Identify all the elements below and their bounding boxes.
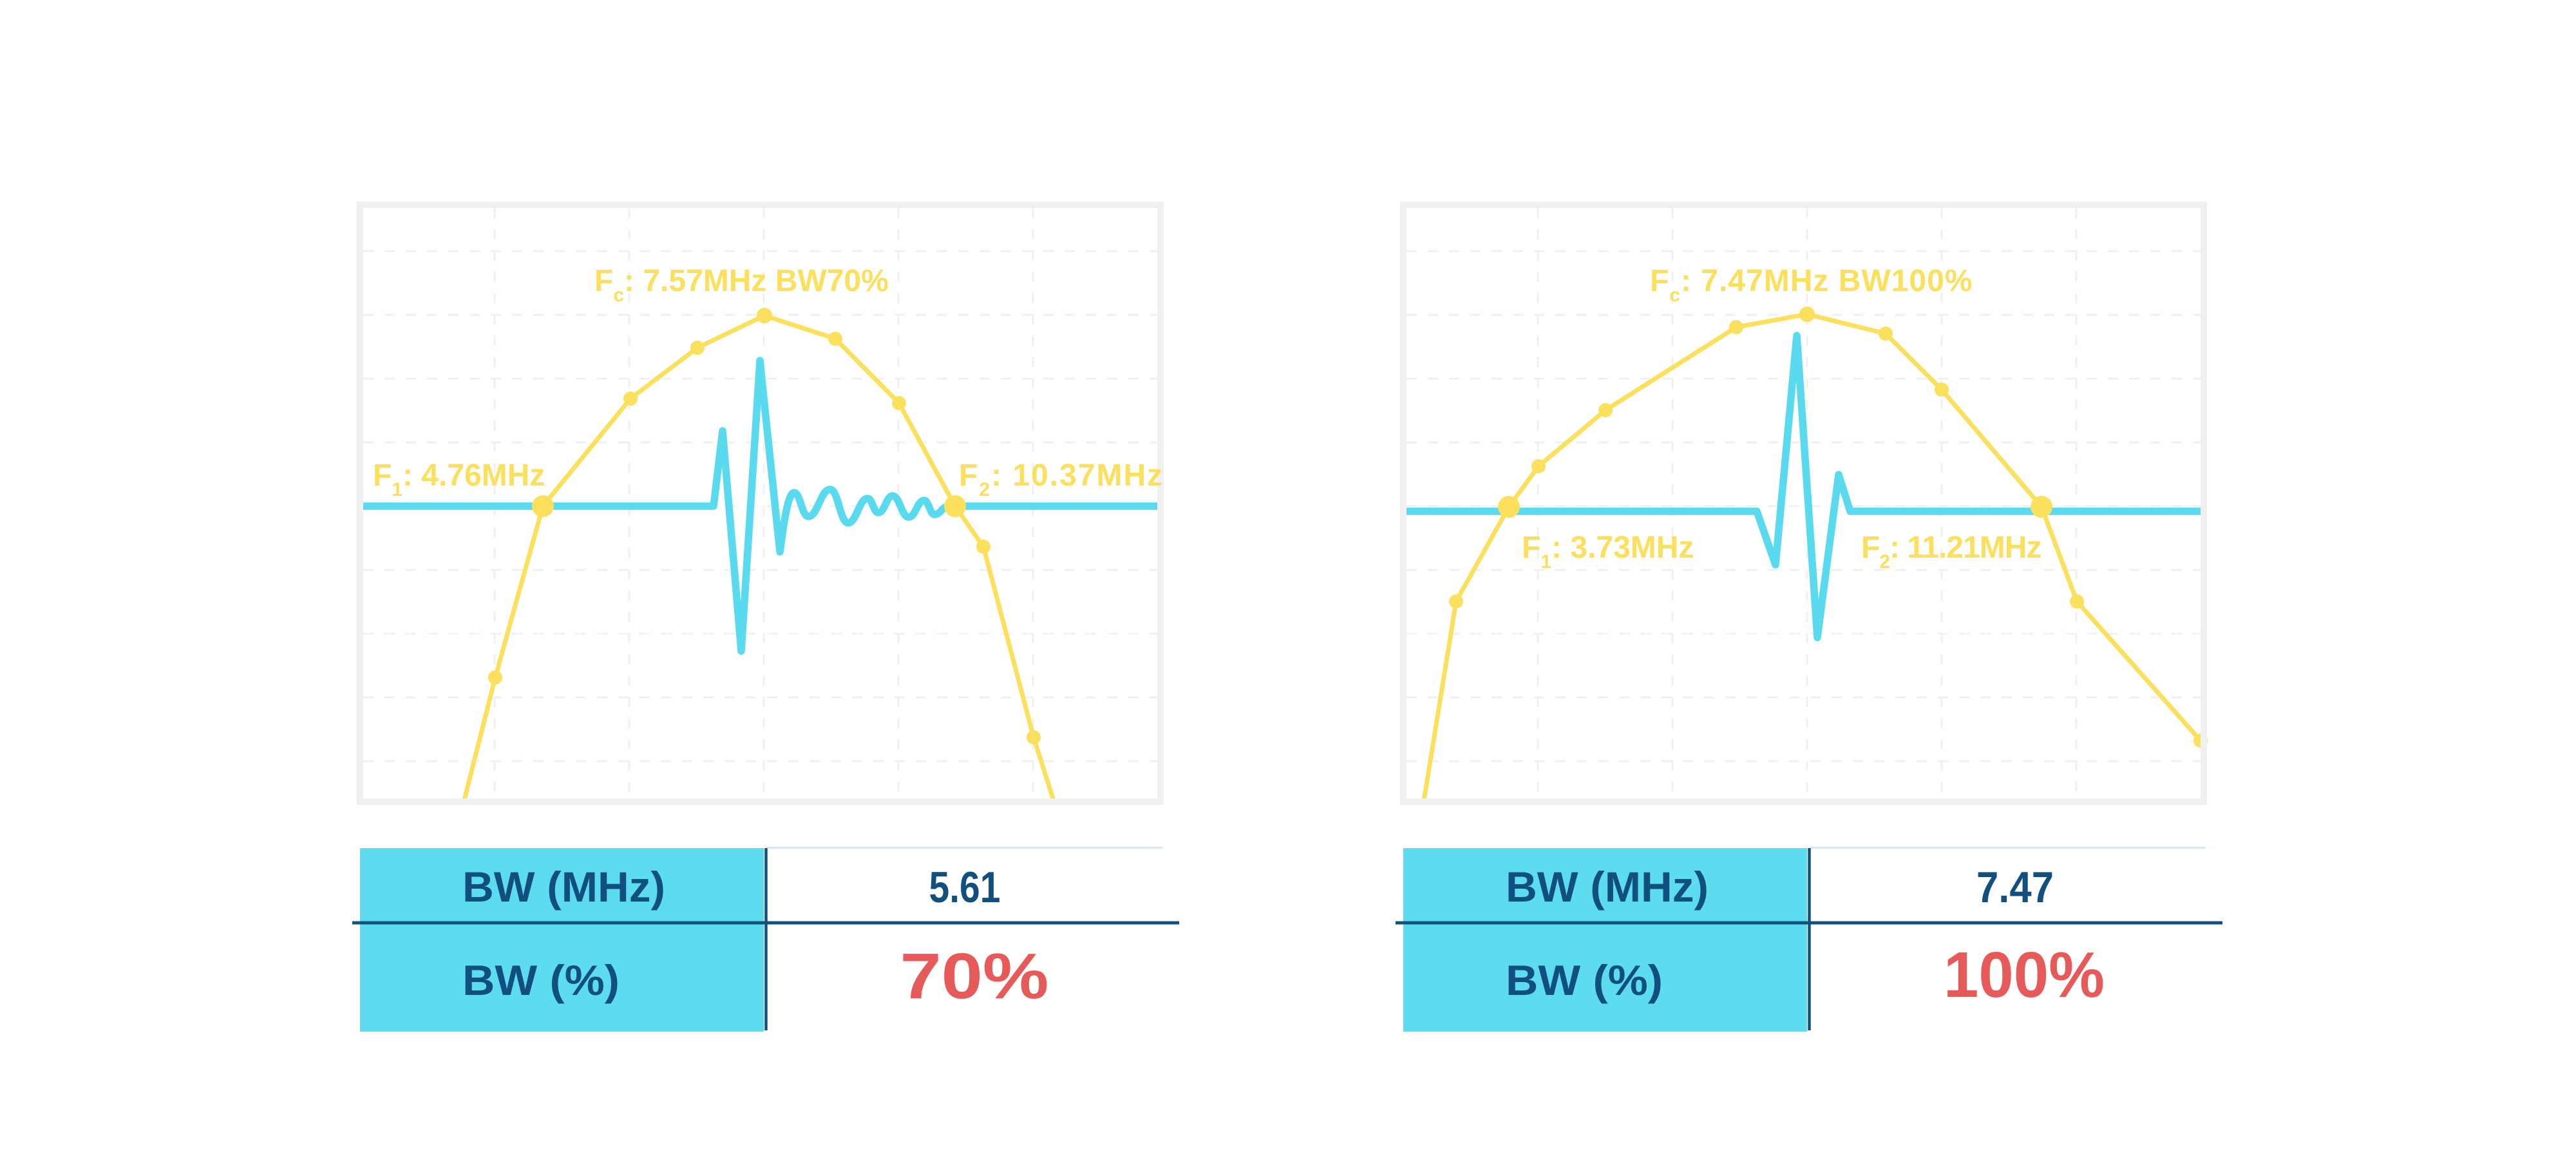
svg-text:F1: 3.73MHz: F1: 3.73MHz (1522, 531, 1694, 572)
svg-text:F1: 4.76MHz: F1: 4.76MHz (373, 459, 545, 500)
svg-text:BW (MHz): BW (MHz) (1506, 863, 1709, 911)
svg-text:5.61: 5.61 (929, 863, 1001, 912)
svg-text:7.47: 7.47 (1976, 863, 2054, 912)
svg-text:100%: 100% (1944, 939, 2105, 1011)
svg-text:F2: 11.21MHz: F2: 11.21MHz (1861, 531, 2041, 572)
svg-text:F2: 10.37MHz: F2: 10.37MHz (959, 459, 1164, 500)
svg-text:BW (%): BW (%) (1506, 956, 1663, 1004)
svg-text:BW (MHz): BW (MHz) (462, 863, 665, 911)
svg-text:70%: 70% (900, 940, 1049, 1012)
svg-text:BW (%): BW (%) (462, 956, 620, 1004)
svg-text:Fc: 7.57MHz BW70%: Fc: 7.57MHz BW70% (594, 264, 889, 306)
svg-text:Fc: 7.47MHz BW100%: Fc: 7.47MHz BW100% (1650, 264, 1973, 306)
